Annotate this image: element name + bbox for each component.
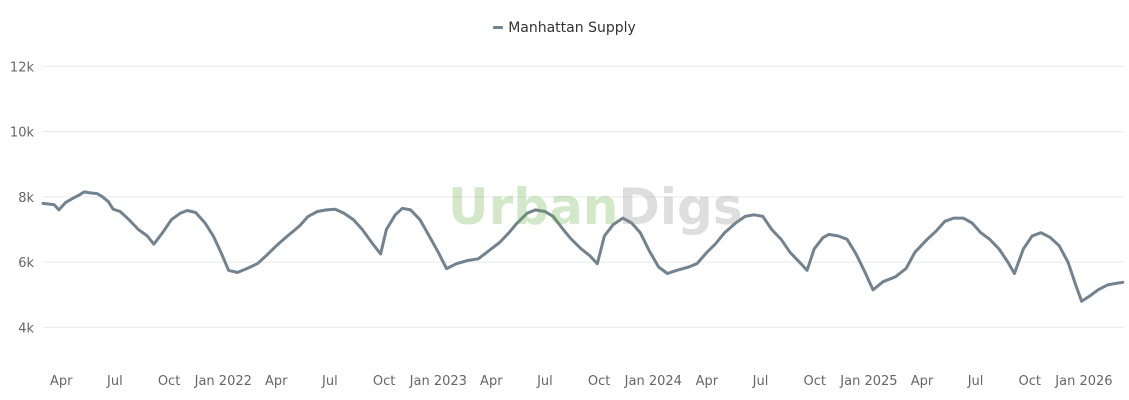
x-tick-label: Jul: [321, 374, 338, 389]
x-tick-label: Apr: [50, 374, 73, 389]
x-tick-label: Oct: [373, 374, 395, 389]
y-axis: 4k 6k 8k 10k 12k: [10, 60, 35, 336]
series-layer: [41, 190, 1125, 303]
x-tick-label: Oct: [1019, 374, 1041, 389]
legend-item-manhattan-supply[interactable]: Manhattan Supply: [493, 20, 636, 36]
x-tick-label: Jan 2023: [409, 374, 467, 389]
grid-lines: [43, 65, 1124, 328]
y-tick-label: 10k: [10, 126, 35, 141]
legend-swatch: [493, 26, 504, 29]
y-tick-label: 4k: [18, 321, 34, 336]
x-tick-label: Jan 2026: [1054, 374, 1112, 389]
x-tick-label: Jan 2022: [194, 374, 252, 389]
x-axis: Apr Jul Oct Jan 2022 Apr Jul Oct Jan 2023 Apr Jul…: [50, 374, 1113, 389]
x-tick-label: Jul: [106, 374, 123, 389]
y-tick-label: 12k: [10, 60, 35, 75]
watermark-part-2: Digs: [618, 178, 743, 236]
x-tick-label: Apr: [911, 374, 934, 389]
x-tick-label: Jan 2025: [839, 374, 897, 389]
x-tick-label: Apr: [696, 374, 719, 389]
x-tick-label: Oct: [803, 374, 825, 389]
series-line-manhattan-supply[interactable]: [41, 190, 1125, 303]
x-tick-label: Jul: [752, 374, 769, 389]
watermark-part-1: Urban: [448, 178, 619, 236]
legend: Manhattan Supply: [0, 17, 1129, 36]
x-tick-label: Apr: [480, 374, 503, 389]
x-tick-label: Apr: [265, 374, 288, 389]
watermark-logo: UrbanDigs: [448, 178, 743, 236]
y-tick-label: 8k: [18, 191, 34, 206]
x-tick-label: Jan 2024: [624, 374, 682, 389]
x-tick-label: Jul: [536, 374, 553, 389]
y-tick-label: 6k: [18, 256, 34, 271]
x-tick-label: Oct: [158, 374, 180, 389]
x-tick-label: Jul: [967, 374, 984, 389]
x-tick-label: Oct: [588, 374, 610, 389]
legend-label: Manhattan Supply: [508, 19, 636, 36]
